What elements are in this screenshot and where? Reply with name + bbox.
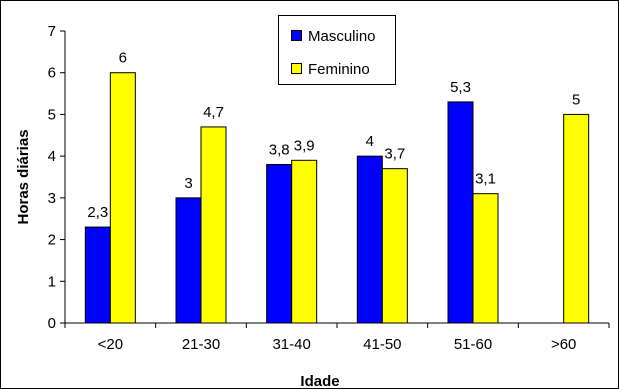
data-label: 3,9: [294, 137, 315, 154]
data-label: 3,8: [269, 141, 290, 158]
x-tick-label: 21-30: [182, 336, 220, 353]
data-label: 3: [184, 175, 192, 192]
data-label: 5,3: [450, 79, 471, 96]
data-label: 4,7: [203, 104, 224, 121]
bar-feminino-2: [291, 159, 318, 324]
x-ticks-group: <20 21-30 31-40 41-50 51-60 >60: [64, 323, 610, 353]
bar-feminino-1: [200, 126, 227, 324]
bar-masculino-3: [356, 155, 383, 324]
bar-feminino-0: [109, 72, 136, 324]
y-tick-label: 7: [48, 23, 56, 40]
y-ticks-group: 0 1 2 3 4 5 6 7: [48, 23, 65, 332]
y-axis-title: Horas diárias: [15, 129, 32, 224]
legend-swatch-feminino: [291, 63, 302, 74]
data-label: 3,7: [384, 146, 405, 163]
y-tick-label: 5: [48, 106, 56, 123]
bars-group: [84, 72, 590, 324]
data-label: 6: [119, 50, 127, 67]
bar-masculino-1: [175, 197, 202, 324]
bar-feminino-4: [472, 193, 499, 324]
y-tick-label: 6: [48, 65, 56, 82]
data-label: 2,3: [87, 204, 108, 221]
data-labels-group: 2,3 3 3,8 4 5,3 6 4,7 3,9 3,7 3,1 5: [87, 50, 580, 221]
data-label: 5: [572, 91, 580, 108]
bar-feminino-3: [381, 168, 408, 324]
x-tick-label: 51-60: [454, 336, 492, 353]
data-label: 4: [366, 133, 374, 150]
bar-masculino-2: [266, 163, 293, 324]
x-tick-label: <20: [98, 336, 123, 353]
bar-masculino-4: [447, 101, 474, 324]
y-tick-label: 3: [48, 190, 56, 207]
bar-masculino-0: [84, 226, 111, 324]
y-tick-label: 4: [48, 148, 56, 165]
data-label: 3,1: [475, 171, 496, 188]
legend-label-masculino: Masculino: [308, 28, 376, 45]
legend: Masculino Feminino: [278, 15, 396, 85]
bar-feminino-5: [563, 113, 590, 324]
x-tick-label: 31-40: [272, 336, 310, 353]
legend-swatch-masculino: [291, 30, 302, 41]
y-tick-label: 0: [48, 315, 56, 332]
x-tick-label: 41-50: [363, 336, 401, 353]
y-tick-label: 1: [48, 273, 56, 290]
x-axis-title: Idade: [300, 373, 339, 389]
x-tick-label: >60: [551, 336, 576, 353]
y-tick-label: 2: [48, 232, 56, 249]
legend-label-feminino: Feminino: [308, 61, 370, 78]
